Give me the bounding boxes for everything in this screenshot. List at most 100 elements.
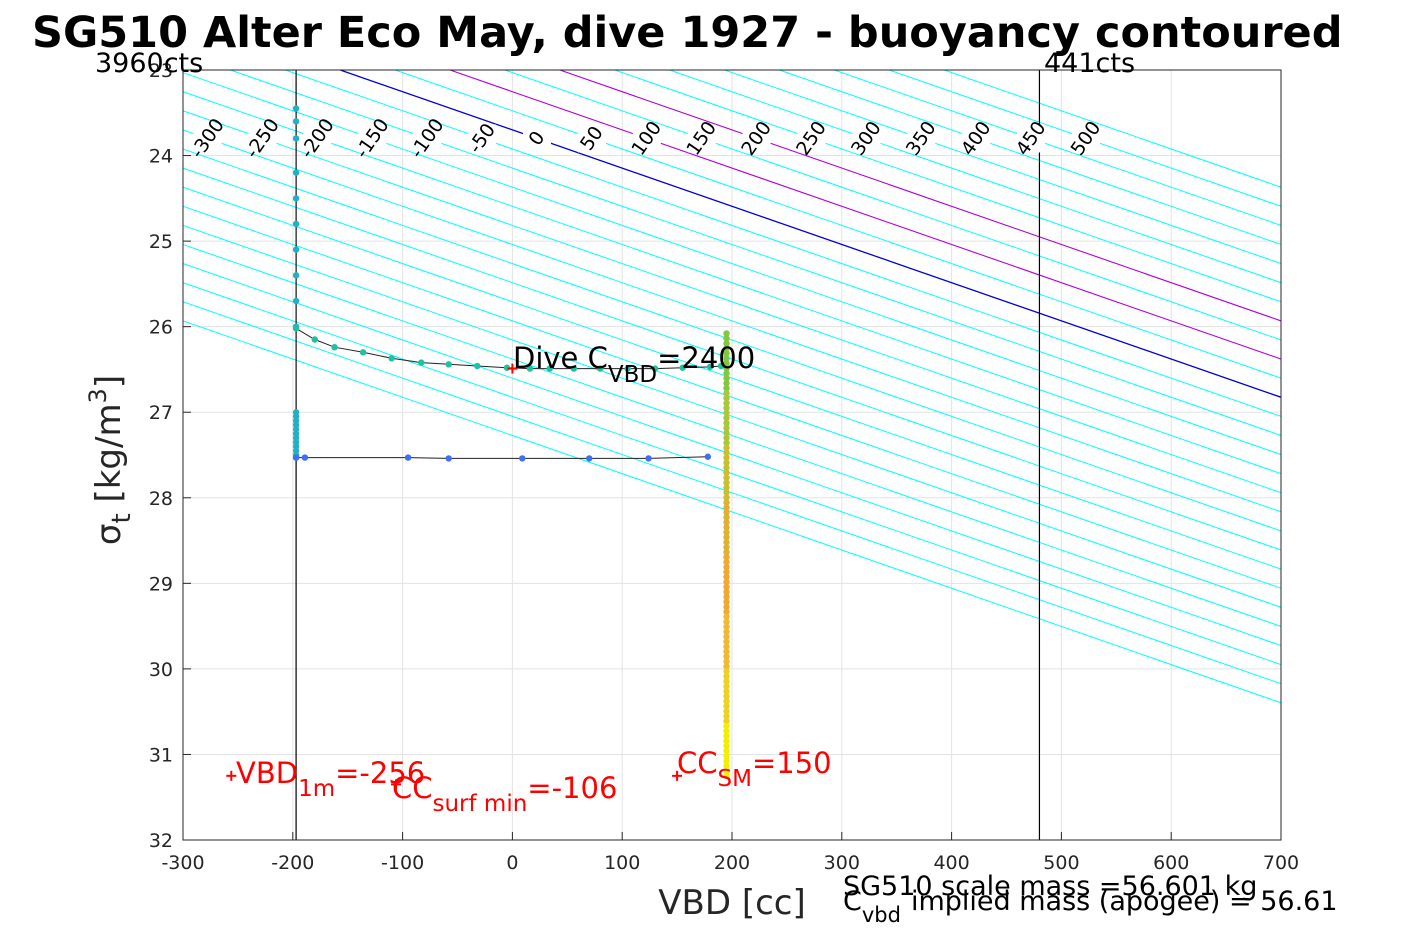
column-point [723, 414, 730, 422]
column-point [723, 578, 730, 586]
contour-line [183, 129, 1281, 513]
series-point [474, 362, 481, 370]
column-point [723, 360, 730, 367]
column-point [723, 658, 730, 665]
column-point [723, 603, 730, 611]
contour-line [559, 70, 1281, 322]
column-point [723, 727, 730, 735]
series-point [586, 455, 593, 462]
contour-label-bg [248, 124, 277, 153]
series-line [295, 327, 722, 370]
contour-label-bg [1071, 124, 1100, 153]
column-point [723, 688, 730, 695]
series-point [292, 118, 300, 125]
contour-line [394, 70, 1281, 379]
column-point [723, 404, 730, 412]
column-point [723, 544, 730, 551]
column-point [723, 484, 730, 491]
column-point [723, 419, 730, 427]
column-point [723, 752, 730, 760]
contour-label-bg [742, 124, 771, 153]
x-tick-label: 500 [1043, 852, 1079, 874]
column-point [723, 583, 730, 591]
contour-line [230, 70, 1281, 436]
red-markers [226, 363, 683, 790]
y-tick-label: 27 [149, 402, 173, 424]
column-point [723, 573, 730, 581]
column-point [723, 489, 730, 496]
y-tick-label: 24 [149, 146, 173, 168]
x-tick-label: -100 [381, 852, 424, 874]
column-point [723, 673, 730, 680]
annotation-cc-sm: CCSM=150 [677, 746, 832, 792]
series-point [404, 454, 412, 461]
contour-line [183, 186, 1281, 570]
column-point [723, 384, 730, 392]
column-point [723, 633, 730, 640]
column-point [723, 618, 730, 625]
contour-line [183, 167, 1281, 551]
column-point [723, 568, 730, 576]
column-point [723, 459, 730, 466]
column-point [723, 469, 730, 476]
annotation-vbd-1m: VBD1m=-256 [236, 756, 425, 802]
series-point [704, 453, 712, 460]
column-point [723, 449, 730, 456]
column-point [723, 504, 730, 511]
column-point [723, 424, 730, 432]
series-point [445, 361, 452, 368]
annotation-dive-cvbd: Dive CVBD=2400 [513, 341, 755, 388]
y-tick-label: 23 [149, 60, 173, 82]
series-point [359, 349, 367, 356]
x-tick-label: 200 [714, 852, 750, 874]
column-point [723, 732, 730, 740]
column-point [723, 628, 730, 635]
column-point [723, 722, 730, 730]
column-point [723, 663, 730, 670]
column-point [723, 708, 730, 715]
column-point [723, 389, 730, 397]
column-point [723, 668, 730, 675]
series-line [296, 456, 708, 459]
data-series [292, 105, 730, 780]
column-point [723, 638, 730, 645]
column-point [723, 394, 730, 402]
column-point [723, 509, 730, 516]
contour-line [340, 70, 1281, 398]
contour-label-bg [413, 124, 442, 153]
column-point [723, 439, 730, 447]
contour-label-bg [303, 124, 332, 153]
y-tick-label: 31 [149, 744, 173, 766]
contour-label-bg [907, 124, 936, 153]
column-point [723, 454, 730, 461]
contour-line [183, 72, 1281, 456]
x-tick-label: -200 [271, 852, 314, 874]
buoyancy-contours [183, 70, 1281, 704]
column-point [723, 767, 730, 775]
contour-line [183, 243, 1281, 627]
series-point [651, 365, 659, 372]
x-tick-label: 700 [1263, 852, 1299, 874]
column-point [723, 678, 730, 685]
column-point [723, 593, 730, 601]
y-tick-label: 25 [149, 231, 173, 253]
series-point [292, 135, 300, 142]
contour-line [779, 70, 1281, 246]
column-point [723, 623, 730, 630]
contour-label-bg [687, 124, 716, 153]
contour-label-bg [1017, 124, 1046, 153]
series-point [546, 365, 553, 372]
contour-label-bg [577, 124, 606, 153]
count-label-left: 3960cts [95, 48, 203, 79]
column-point [723, 479, 730, 486]
contour-label-bg [358, 124, 387, 153]
column-point [723, 370, 730, 377]
column-point [723, 608, 730, 616]
column-point [723, 355, 730, 362]
contour-line [183, 320, 1281, 704]
contour-line [834, 70, 1281, 226]
column-point [723, 340, 730, 347]
column-point [723, 429, 730, 437]
column-point [723, 558, 730, 566]
count-label-right: 441cts [1044, 48, 1135, 79]
